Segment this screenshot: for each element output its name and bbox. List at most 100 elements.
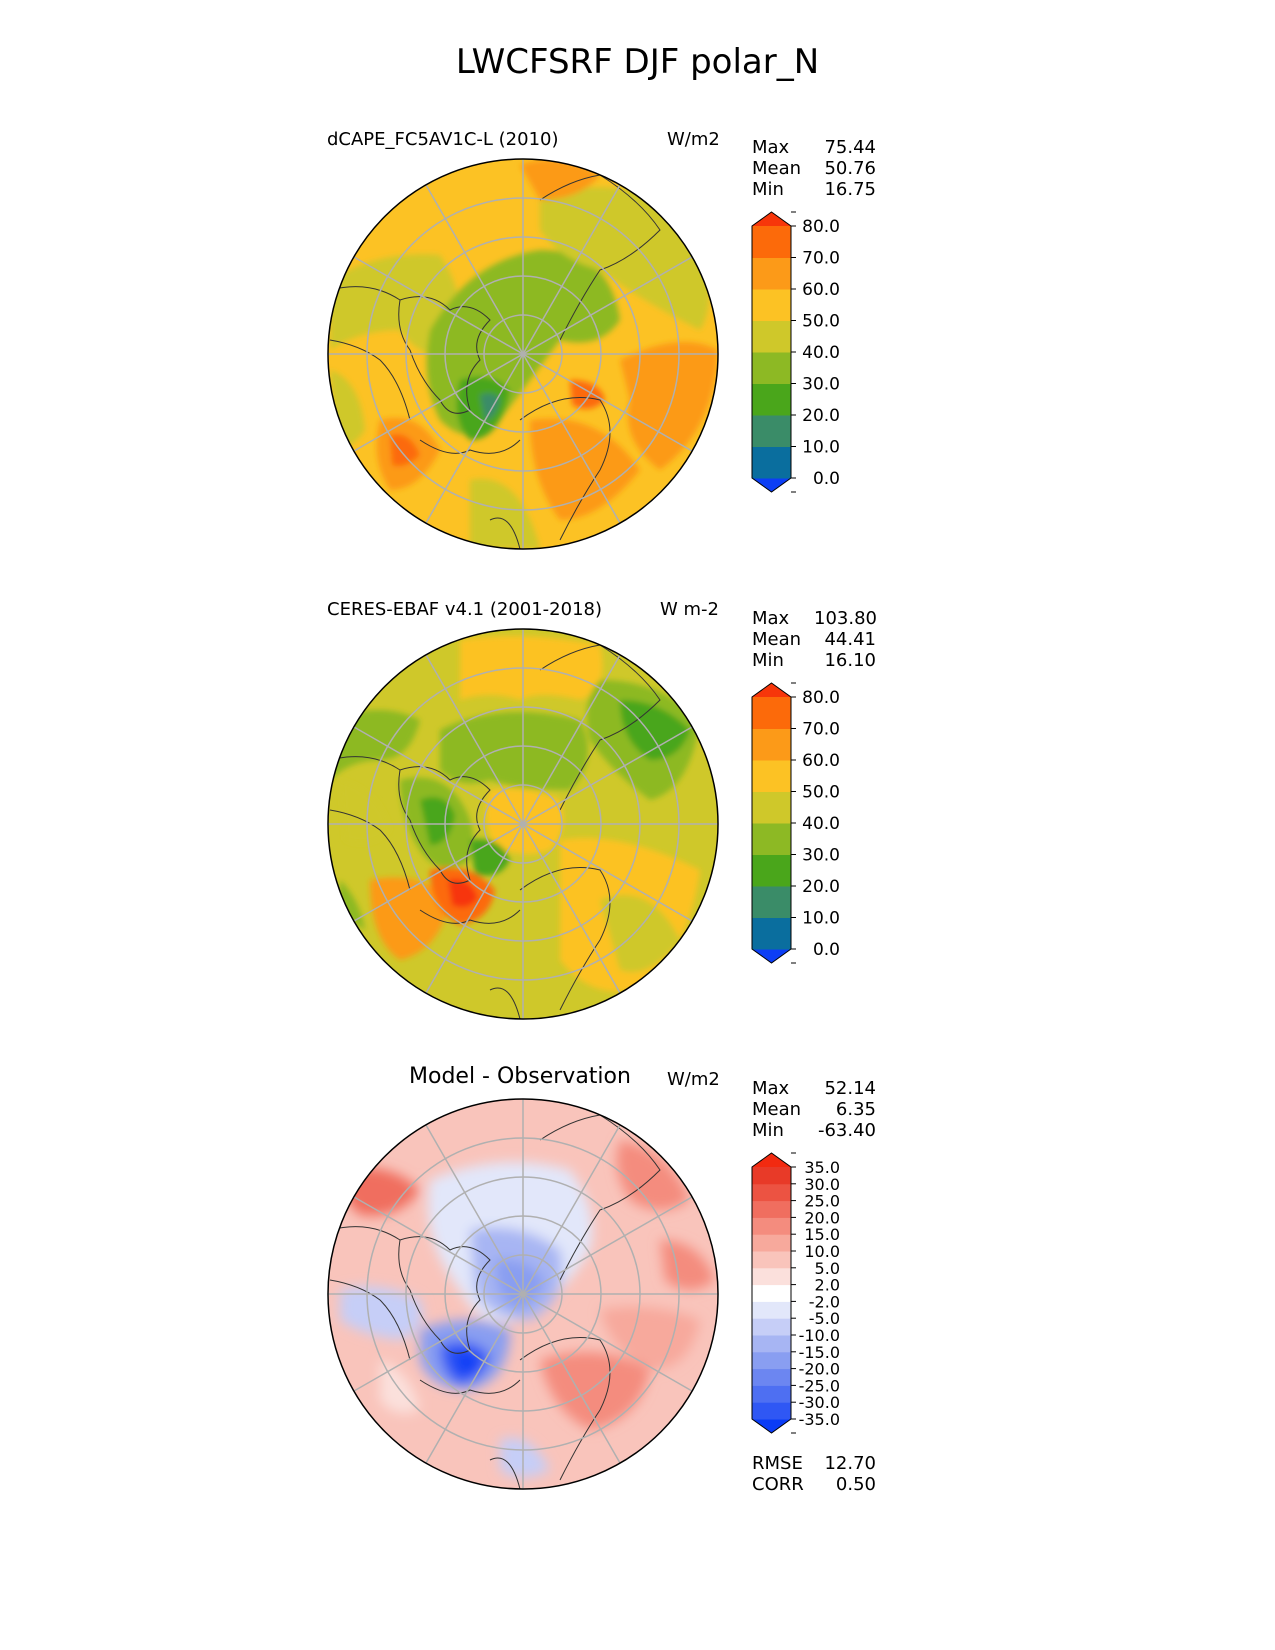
field-region <box>620 342 718 470</box>
colorbar-bin <box>752 1183 791 1202</box>
colorbar-bin <box>752 289 791 321</box>
colorbar-tick-label: 30.0 <box>802 375 840 395</box>
map-boundary <box>327 628 719 1020</box>
colorbar-bin <box>752 1200 791 1218</box>
coastline-iceland <box>419 909 521 924</box>
coastline-europe <box>519 867 611 1011</box>
colorbar-tick-label: -10.0 <box>799 1326 840 1345</box>
colorbar-bin <box>752 1368 791 1386</box>
colorbar-tick-label: 50.0 <box>802 783 840 803</box>
colorbar-tick-label: 10.0 <box>804 1242 840 1261</box>
field-region <box>600 895 680 972</box>
graticule <box>328 629 718 1019</box>
colorbar-bin <box>752 791 791 824</box>
field-region <box>440 712 588 790</box>
field-region <box>600 1306 700 1370</box>
colorbar-bin <box>752 697 791 729</box>
colorbar-extend-max <box>752 683 791 697</box>
field-region <box>500 1438 550 1478</box>
colorbar-tick-label: 60.0 <box>802 280 840 300</box>
coastlines <box>329 1114 661 1489</box>
colorbar-tick-label: 40.0 <box>802 343 840 363</box>
stat-value: 12.70 <box>824 1453 876 1474</box>
colorbar-bin <box>752 1335 791 1353</box>
colorbar-tick-label: 20.0 <box>804 1208 840 1227</box>
field-region <box>616 1140 690 1210</box>
colorbar-tick-label: 10.0 <box>802 909 840 929</box>
stat-label: Max <box>752 137 790 158</box>
field-region <box>455 1351 480 1374</box>
map-boundary <box>327 1098 719 1490</box>
colorbar-bin <box>752 760 791 792</box>
graticule <box>328 1099 718 1489</box>
colorbar-bin <box>752 226 791 258</box>
colorbar-bin <box>752 383 791 416</box>
colorbar-difference: -35.0-30.0-25.0-20.0-15.0-10.0-5.0-2.02.… <box>751 1152 840 1434</box>
colorbar-tick-label: -15.0 <box>799 1343 840 1362</box>
colorbar-tick-label: 20.0 <box>802 406 840 426</box>
panel-2-stats: Max 103.80 Mean 44.41 Min 16.10 <box>752 608 877 671</box>
stat-label: CORR <box>752 1474 804 1495</box>
colorbar-bin <box>752 1318 791 1336</box>
colorbar-tick-label: 50.0 <box>802 312 840 332</box>
stat-value: 44.41 <box>824 629 876 650</box>
colorbar-tick-label: 70.0 <box>802 720 840 740</box>
map-model <box>327 158 719 550</box>
coastline-africa <box>489 1457 521 1489</box>
colorbar-tick-label: 0.0 <box>813 469 840 489</box>
colorbar-tick-label: -25.0 <box>799 1376 840 1395</box>
field-region <box>570 380 605 409</box>
stat-value: 6.35 <box>835 1099 876 1120</box>
colorbar-tick-label: 35.0 <box>804 1158 840 1177</box>
coastline-siberia <box>539 1114 661 1281</box>
map-boundary <box>327 158 719 550</box>
stat-label: Max <box>752 1078 790 1099</box>
colorbar-bin <box>752 854 791 887</box>
colorbar-tick-label: 0.0 <box>813 940 840 960</box>
coastline-europe <box>519 397 611 541</box>
field-region <box>480 393 500 420</box>
stat-label: Mean <box>752 1099 802 1120</box>
colorbar-tick-label: 10.0 <box>802 438 840 458</box>
field-region <box>390 434 420 467</box>
map-observation <box>327 628 719 1020</box>
colorbar-bin <box>752 1267 791 1286</box>
colorbar-extend-max <box>752 1153 791 1167</box>
colorbar-tick-label: 30.0 <box>802 846 840 866</box>
panel-3-units: W/m2 <box>667 1069 720 1090</box>
colorbar-tick-label: 80.0 <box>802 217 840 237</box>
stat-label: Min <box>752 650 784 671</box>
stat-label: Min <box>752 179 784 200</box>
colorbar-bin <box>752 257 791 290</box>
panel-1-units: W/m2 <box>667 129 720 150</box>
coastlines <box>329 174 661 549</box>
coastline-siberia <box>539 174 661 341</box>
map-difference <box>327 1098 719 1490</box>
colorbar-extend-min <box>752 478 791 492</box>
panel-1-stats: Max 75.44 Mean 50.76 Min 16.75 <box>752 137 876 200</box>
field-region <box>340 780 390 844</box>
colorbar-bin <box>752 320 791 353</box>
field-region <box>620 700 690 760</box>
field-region <box>380 1360 420 1414</box>
colorbar-tick-label: 80.0 <box>802 688 840 708</box>
panel-2-title: CERES-EBAF v4.1 (2001-2018) <box>327 599 603 620</box>
stat-value: 16.10 <box>824 650 876 671</box>
colorbar-observation: 0.0 10.0 20.0 30.0 40.0 50.0 60.0 70.0 80.0 <box>751 682 840 964</box>
colorbar-bin <box>752 823 791 855</box>
colorbar-tick-label: -30.0 <box>799 1393 840 1412</box>
panel-2-units: W m-2 <box>660 599 720 620</box>
colorbar-bin <box>752 415 791 447</box>
stat-label: Max <box>752 608 790 629</box>
stat-label: Mean <box>752 158 802 179</box>
colorbar-bin <box>752 917 791 950</box>
colorbar-bin <box>752 728 791 761</box>
stat-value: 103.80 <box>814 608 877 629</box>
field-region <box>530 418 640 520</box>
colorbar-tick-label: -2.0 <box>809 1292 840 1311</box>
field-region <box>495 1259 545 1310</box>
colorbar-tick-label: 15.0 <box>804 1225 840 1244</box>
colorbar-extend-max <box>752 212 791 226</box>
coastline-siberia <box>539 644 661 811</box>
